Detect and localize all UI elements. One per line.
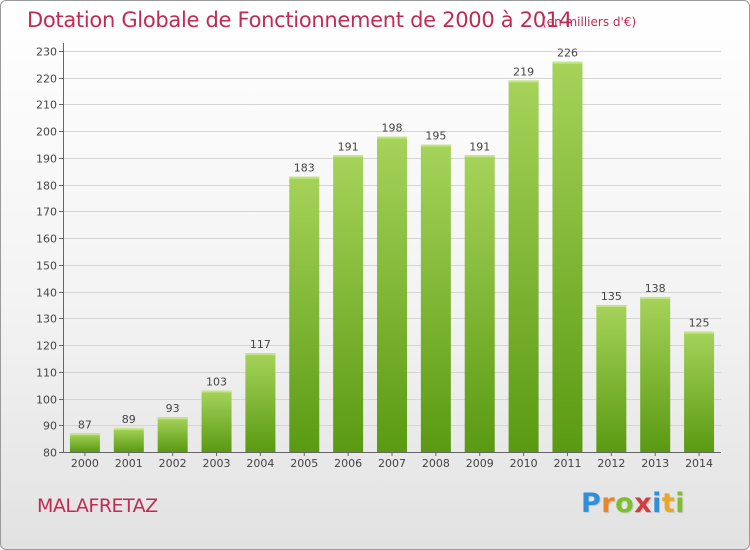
x-tick-label: 2006 [334, 457, 362, 470]
y-tick-label: 190 [36, 153, 57, 166]
x-tick-label: 2004 [246, 457, 274, 470]
bar-top-highlight [640, 296, 671, 299]
data-label: 117 [250, 338, 271, 351]
bar [377, 136, 407, 452]
data-label: 183 [294, 162, 315, 175]
data-label: 103 [206, 376, 227, 389]
bars-group [69, 61, 715, 453]
data-label: 93 [166, 402, 180, 415]
x-tick-label: 2001 [115, 457, 143, 470]
logo-letter: i [675, 488, 686, 519]
y-tick-label: 210 [36, 99, 57, 112]
x-tick-label: 2000 [71, 457, 99, 470]
bar [640, 296, 671, 452]
bar-top-highlight [596, 304, 627, 307]
data-label: 135 [601, 290, 622, 303]
bar [113, 427, 144, 452]
bar-top-highlight [333, 155, 364, 158]
y-tick-label: 230 [36, 46, 57, 59]
y-tick-label: 90 [43, 420, 57, 433]
y-tick-label: 130 [36, 313, 57, 326]
data-label: 226 [557, 47, 578, 60]
bar [596, 304, 627, 452]
x-tick-label: 2012 [597, 457, 625, 470]
bar [333, 155, 364, 452]
y-tick-label: 100 [36, 394, 57, 407]
x-tick-label: 2013 [641, 457, 669, 470]
x-tick-label: 2002 [159, 457, 187, 470]
bar-top-highlight [113, 427, 144, 430]
data-label: 138 [645, 282, 666, 295]
logo-letter: x [634, 488, 653, 519]
y-tick-label: 180 [36, 180, 57, 193]
x-tick-label: 2008 [422, 457, 450, 470]
bar-top-highlight [420, 144, 451, 147]
x-tick-label: 2003 [203, 457, 231, 470]
x-tick-label: 2005 [290, 457, 318, 470]
logo-letter: t [661, 488, 676, 519]
y-tick-label: 110 [36, 367, 57, 380]
bar-top-highlight [157, 417, 188, 420]
y-tick-label: 140 [36, 287, 57, 300]
logo-letter: r [601, 488, 616, 519]
data-label: 191 [338, 140, 359, 153]
y-tick-label: 150 [36, 260, 57, 273]
data-label: 125 [689, 317, 710, 330]
bar [552, 61, 583, 453]
data-label: 195 [425, 130, 446, 143]
y-tick-label: 160 [36, 233, 57, 246]
proxiti-logo[interactable]: Proxiti [581, 488, 685, 519]
bar-top-highlight [245, 353, 276, 356]
bar [420, 144, 451, 453]
x-tick-label: 2011 [553, 457, 581, 470]
data-label: 198 [382, 122, 403, 135]
bar [508, 80, 539, 452]
x-tick-label: 2010 [510, 457, 538, 470]
bar [684, 331, 715, 452]
bar-top-highlight [289, 176, 320, 179]
commune-name: MALAFRETAZ [37, 495, 158, 517]
bar [201, 390, 232, 452]
bar [245, 353, 276, 452]
x-tick-label: 2014 [685, 457, 713, 470]
data-label: 89 [122, 413, 136, 426]
chart-title: Dotation Globale de Fonctionnement de 20… [27, 8, 572, 32]
bar-top-highlight [508, 80, 539, 83]
y-tick-label: 120 [36, 340, 57, 353]
logo-letter: i [652, 488, 662, 519]
y-tick-label: 220 [36, 73, 57, 86]
y-tick-label: 200 [36, 126, 57, 139]
bar-top-highlight [684, 331, 715, 334]
data-label: 87 [78, 418, 92, 431]
bar [69, 433, 100, 452]
x-tick-label: 2007 [378, 457, 406, 470]
y-tick-label: 80 [43, 447, 57, 460]
unit-note: (en milliers d'€) [542, 15, 637, 29]
data-label: 191 [469, 140, 490, 153]
axes [59, 43, 721, 456]
bar-top-highlight [377, 136, 407, 139]
bar-top-highlight [201, 390, 232, 393]
bar [464, 155, 495, 452]
x-tick-label: 2009 [466, 457, 494, 470]
bar [157, 417, 188, 452]
y-tick-label: 170 [36, 206, 57, 219]
logo-letter: P [581, 488, 602, 519]
bar-top-highlight [69, 433, 100, 436]
data-label: 219 [513, 65, 534, 78]
bar-top-highlight [552, 61, 583, 64]
bar [289, 176, 320, 452]
bar-top-highlight [464, 155, 495, 158]
logo-letter: o [615, 488, 635, 519]
labels-group: 8090100110120130140150160170180190200210… [36, 46, 713, 471]
